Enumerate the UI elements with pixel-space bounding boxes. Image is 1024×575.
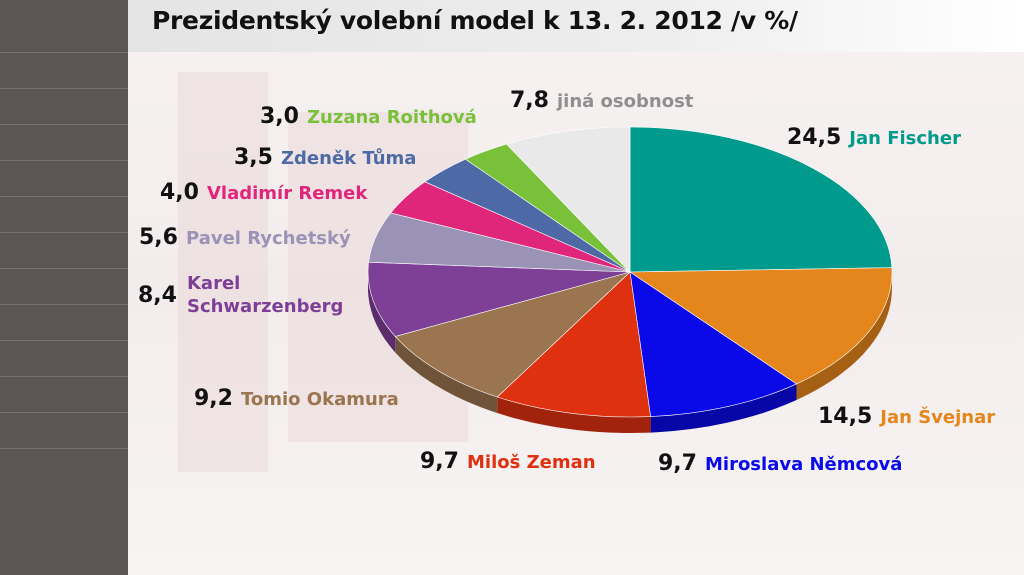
pie-side-3 <box>497 397 651 433</box>
slice-label: 3,5 Zdeněk Tůma <box>234 145 416 170</box>
strip-divider <box>0 412 128 413</box>
slice-value: 5,6 <box>139 225 178 250</box>
slice-label: 3,0 Zuzana Roithová <box>260 104 477 129</box>
pie-slice-4 <box>394 271 631 398</box>
pie-slice-10 <box>506 126 631 273</box>
strip-divider <box>0 160 128 161</box>
pie-slice-0 <box>629 126 893 273</box>
pie-side-5 <box>368 272 396 353</box>
slice-value: 3,5 <box>234 145 273 170</box>
slice-value: 4,0 <box>160 180 199 205</box>
pie-side-4 <box>395 336 498 413</box>
slice-name: Jan Švejnar <box>880 407 996 428</box>
slice-label: 24,5 Jan Fischer <box>787 125 961 150</box>
slice-name-line: Karel <box>186 273 241 294</box>
slice-label: 9,7 Miroslava Němcová <box>658 451 902 476</box>
slice-label: 8,4 Karel Schwarzenberg <box>138 272 343 318</box>
left-sidebar-strip <box>0 0 128 575</box>
pie-slice-2 <box>629 271 798 417</box>
slice-value: 7,8 <box>510 88 549 113</box>
strip-divider <box>0 304 128 305</box>
pie-slice-3 <box>496 271 651 418</box>
slice-name: Karel Schwarzenberg <box>187 272 343 318</box>
strip-divider <box>0 448 128 449</box>
pie-slice-1 <box>629 267 893 385</box>
slice-label: 7,8 jiná osobnost <box>510 88 693 113</box>
slice-name: Tomio Okamura <box>240 389 399 410</box>
slice-value: 24,5 <box>787 125 842 150</box>
strip-divider <box>0 376 128 377</box>
pie-side-1 <box>796 272 892 400</box>
strip-divider <box>0 88 128 89</box>
slice-label: 9,7 Miloš Zeman <box>420 449 596 474</box>
strip-divider <box>0 124 128 125</box>
slice-label: 14,5 Jan Švejnar <box>818 404 995 429</box>
slice-label: 9,2 Tomio Okamura <box>194 386 399 411</box>
slice-value: 9,7 <box>420 449 459 474</box>
slice-name: Miloš Zeman <box>466 452 596 473</box>
pie-side-walls <box>368 272 892 433</box>
slice-value: 3,0 <box>260 104 299 129</box>
strip-divider <box>0 268 128 269</box>
title-bar <box>128 0 1024 52</box>
strip-divider <box>0 52 128 53</box>
pie-slice-5 <box>367 261 631 337</box>
strip-divider <box>0 232 128 233</box>
slice-name: jiná osobnost <box>556 91 694 112</box>
slice-name: Zuzana Roithová <box>306 107 477 128</box>
slice-label: 4,0 Vladimír Remek <box>160 180 367 205</box>
slice-name: Jan Fischer <box>849 128 961 149</box>
slice-name: Vladimír Remek <box>206 183 368 204</box>
background-flag-shape <box>178 72 268 472</box>
pie-side-2 <box>650 384 797 433</box>
chart-title: Prezidentský volební model k 13. 2. 2012… <box>152 6 798 35</box>
slice-label: 5,6 Pavel Rychetský <box>139 225 351 250</box>
slice-value: 9,7 <box>658 451 697 476</box>
strip-divider <box>0 196 128 197</box>
slice-value: 8,4 <box>138 282 177 308</box>
slice-name: Zdeněk Tůma <box>280 148 417 169</box>
slice-value: 14,5 <box>818 404 873 429</box>
slice-value: 9,2 <box>194 386 233 411</box>
slice-name-line: Schwarzenberg <box>186 296 344 317</box>
strip-divider <box>0 340 128 341</box>
slice-name: Miroslava Němcová <box>704 454 903 475</box>
slice-name: Pavel Rychetský <box>185 228 351 249</box>
